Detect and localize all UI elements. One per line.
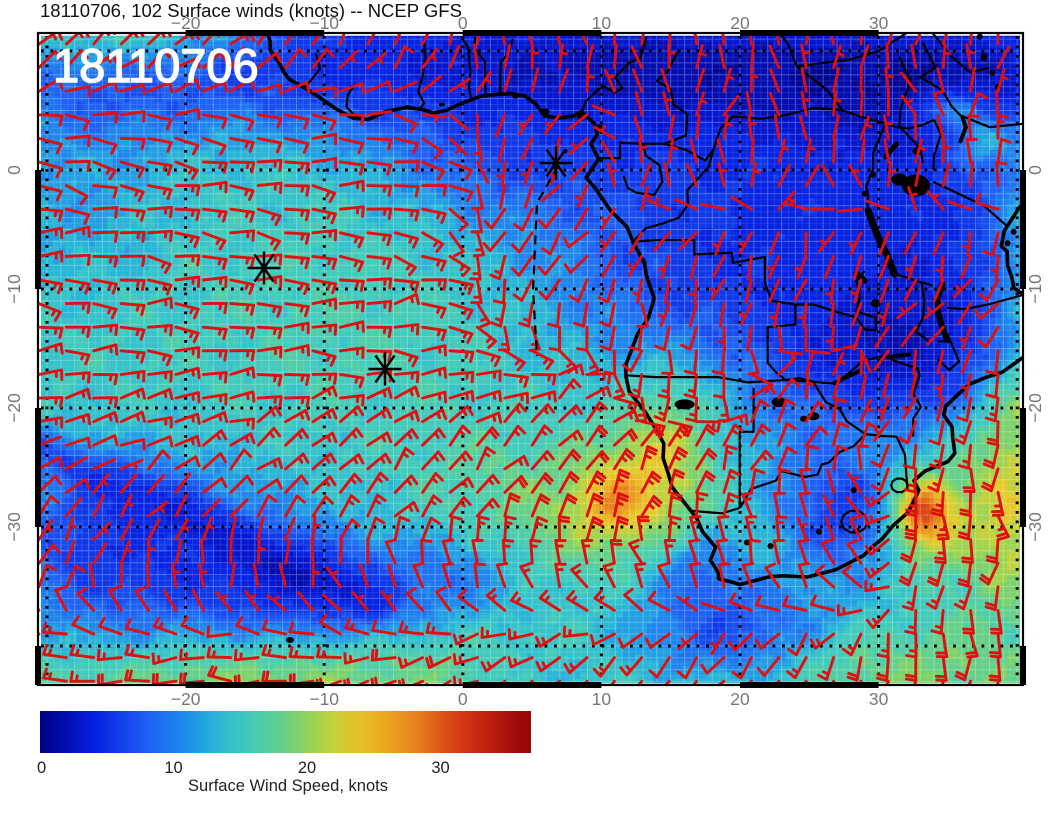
svg-text:20: 20 xyxy=(730,689,750,709)
svg-text:0: 0 xyxy=(1025,165,1045,175)
svg-text:−20: −20 xyxy=(171,689,201,709)
svg-text:0: 0 xyxy=(4,165,24,175)
svg-text:−10: −10 xyxy=(4,274,24,304)
svg-text:−10: −10 xyxy=(309,689,339,709)
svg-text:−10: −10 xyxy=(1025,274,1045,304)
svg-text:30: 30 xyxy=(869,13,889,33)
svg-text:18110706: 18110706 xyxy=(53,39,259,92)
svg-text:−20: −20 xyxy=(4,393,24,423)
svg-text:−30: −30 xyxy=(1025,512,1045,542)
svg-text:−30: −30 xyxy=(4,512,24,542)
svg-text:0: 0 xyxy=(458,689,468,709)
svg-text:10: 10 xyxy=(164,759,182,777)
svg-text:−20: −20 xyxy=(1025,393,1045,423)
svg-text:−20: −20 xyxy=(171,13,201,33)
svg-text:−10: −10 xyxy=(309,13,339,33)
svg-text:Surface Wind Speed, knots: Surface Wind Speed, knots xyxy=(188,777,388,795)
svg-text:10: 10 xyxy=(592,13,612,33)
svg-text:10: 10 xyxy=(592,689,612,709)
svg-text:20: 20 xyxy=(730,13,750,33)
svg-text:30: 30 xyxy=(431,759,449,777)
svg-text:20: 20 xyxy=(298,759,316,777)
svg-text:18110706, 102 Surface winds (k: 18110706, 102 Surface winds (knots) -- N… xyxy=(40,0,462,21)
svg-text:0: 0 xyxy=(458,13,468,33)
svg-text:30: 30 xyxy=(869,689,889,709)
svg-text:0: 0 xyxy=(37,759,46,777)
